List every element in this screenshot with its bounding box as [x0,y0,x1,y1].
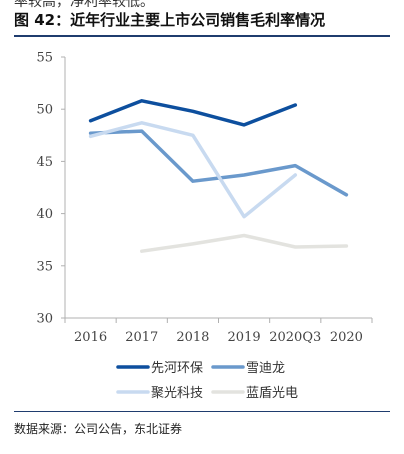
source-note: 数据来源：公司公告，东北证券 [14,422,183,436]
y-tick-label: 35 [36,259,53,274]
y-tick-label: 45 [36,155,53,170]
legend-label-3: 聚光科技 [151,386,203,401]
title-rule [14,35,390,37]
legend-label-1: 先河环保 [151,361,203,376]
chart-series-lines [88,99,349,253]
series-line-1 [88,99,298,127]
gross-margin-line-chart: 30 35 40 45 50 55 2016 2017 2018 2019 2020Q3 2020 先… [36,51,373,401]
x-tick-label: 2020 [330,330,363,345]
legend-label-4: 蓝盾光电 [246,386,298,401]
x-tick-label: 2017 [125,330,158,345]
y-tick-label: 50 [36,103,53,118]
x-tick-label: 2019 [228,330,261,345]
series-line-2 [88,129,349,197]
x-tick-label: 2020Q3 [269,330,321,345]
previous-paragraph-text: 率较高，净利率较低。 [14,0,154,10]
series-line-3 [88,121,298,219]
series-line-4 [140,233,349,253]
y-tick-label: 55 [36,51,53,66]
x-tick-label: 2016 [74,330,107,345]
footer-rule [14,411,390,412]
legend-label-2: 雪迪龙 [246,361,285,376]
figure-title: 图 42：近年行业主要上市公司销售毛利率情况 [14,11,326,29]
y-tick-label: 30 [36,312,53,327]
x-tick-label: 2018 [176,330,209,345]
chart-axes: 30 35 40 45 50 55 2016 2017 2018 2019 2020Q3 2020 [36,51,373,345]
y-tick-label: 40 [36,207,53,222]
